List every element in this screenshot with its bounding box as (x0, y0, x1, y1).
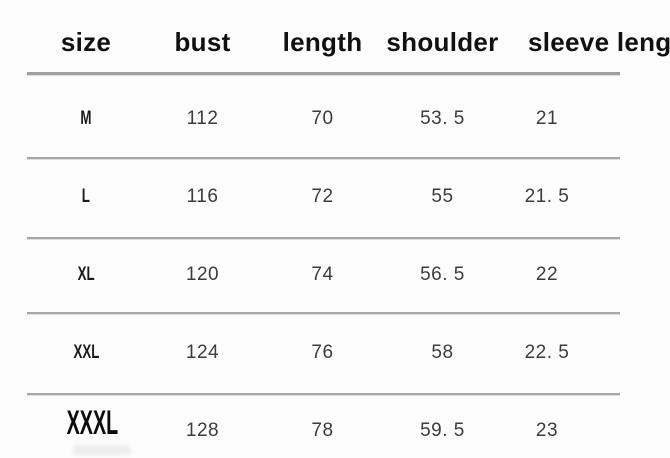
table-row: M 112 70 53. 5 21 (0, 72, 670, 157)
size-label: M (80, 107, 92, 129)
shoulder-value: 56. 5 (420, 263, 465, 285)
table-row: XXL 124 76 58 22. 5 (0, 312, 670, 393)
size-label: XXL (73, 341, 99, 363)
table-row: XXXL 128 78 59. 5 23 (0, 393, 670, 458)
bust-value: 112 (186, 107, 219, 129)
size-cell: XXL (27, 342, 145, 364)
row-divider (27, 157, 620, 159)
column-header-sleeve-length: sleeve length (528, 26, 670, 57)
shoulder-value: 55 (431, 186, 454, 207)
sleeve-length-value: 21 (535, 107, 559, 129)
size-cell: L (27, 186, 145, 208)
row-divider (27, 312, 620, 314)
bust-value: 128 (185, 419, 220, 441)
column-header-shoulder: shoulder (386, 26, 499, 57)
length-value: 78 (311, 419, 334, 441)
size-cell: XXXL (27, 404, 145, 445)
shoulder-value: 58 (431, 341, 454, 363)
table-row: L 116 72 55 21. 5 (0, 157, 670, 237)
length-value: 76 (311, 341, 334, 363)
length-value: 74 (311, 263, 334, 285)
bust-value: 116 (186, 186, 219, 207)
column-header-size: size (60, 26, 112, 57)
cutoff-artifact (73, 445, 131, 455)
size-cell: M (27, 108, 145, 130)
bust-value: 124 (185, 341, 220, 363)
length-value: 70 (311, 107, 334, 129)
size-cell: XL (27, 264, 145, 286)
column-header-length: length (282, 26, 363, 57)
column-header-bust: bust (174, 26, 231, 57)
row-divider (27, 237, 620, 239)
shoulder-value: 53. 5 (420, 107, 465, 129)
row-divider (27, 393, 620, 395)
sleeve-length-value: 22. 5 (524, 341, 570, 363)
table-header-row: size bust length shoulder sleeve length (0, 0, 670, 72)
sleeve-length-value: 22 (535, 263, 559, 285)
size-label: XL (77, 263, 95, 285)
bust-value: 120 (185, 263, 220, 285)
length-value: 72 (311, 186, 334, 207)
size-label: XXXL (66, 404, 118, 442)
row-divider (27, 72, 620, 75)
sleeve-length-value: 23 (535, 419, 559, 441)
sleeve-length-value: 21. 5 (524, 186, 570, 207)
size-label: L (81, 186, 91, 207)
shoulder-value: 59. 5 (420, 419, 465, 441)
table-row: XL 120 74 56. 5 22 (0, 237, 670, 312)
